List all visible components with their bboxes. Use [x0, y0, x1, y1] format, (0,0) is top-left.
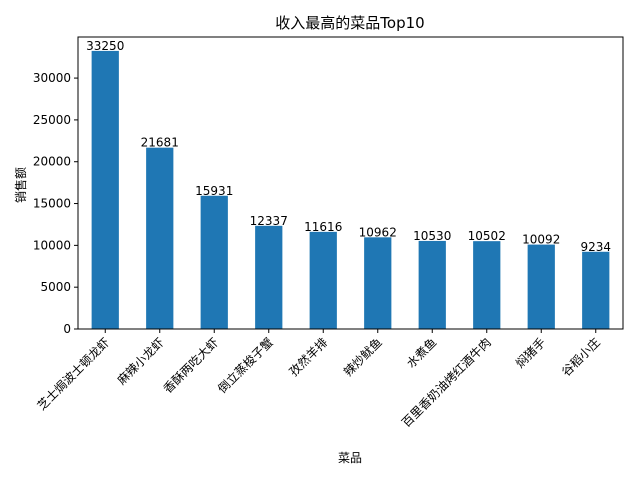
bar-3 [255, 225, 283, 329]
x-tick-label-4: 孜然羊排 [286, 335, 331, 380]
y-tick-label-4: 20000 [33, 155, 71, 169]
y-tick-label-6: 30000 [33, 71, 71, 85]
y-tick-label-0: 0 [63, 322, 71, 336]
y-axis-label: 销售额 [13, 167, 28, 203]
plot-frame [77, 36, 624, 330]
data-label-5: 10962 [359, 225, 397, 239]
bar-9 [582, 251, 610, 329]
data-label-9: 9234 [580, 240, 611, 254]
bar-7 [473, 241, 501, 329]
bar-0 [91, 50, 119, 329]
x-tick-label-9: 谷稻小庄 [558, 335, 603, 380]
data-label-2: 15931 [195, 184, 233, 198]
data-label-0: 33250 [86, 39, 124, 53]
x-tick-label-2: 香酥两吃大虾 [161, 335, 222, 396]
chart-title: 收入最高的菜品Top10 [275, 14, 424, 32]
data-label-8: 10092 [522, 233, 560, 247]
bar-4 [309, 231, 337, 329]
data-label-1: 21681 [141, 136, 179, 150]
data-label-7: 10502 [468, 229, 506, 243]
bar-2 [200, 195, 228, 329]
bar-8 [527, 244, 555, 329]
bar-6 [418, 240, 446, 329]
x-tick-label-7: 百里香奶油烤红酒牛肉 [398, 335, 493, 430]
data-label-3: 12337 [250, 214, 288, 228]
bar-5 [364, 237, 392, 329]
y-tick-label-5: 25000 [33, 113, 71, 127]
data-labels-group: 33250 21681 15931 12337 11616 10962 10530 10502… [86, 39, 611, 254]
bar-1 [146, 147, 174, 329]
x-axis-label: 菜品 [338, 451, 362, 465]
x-tick-label-3: 倒立蒸梭子蟹 [214, 335, 276, 397]
y-tick-label-3: 15000 [33, 197, 71, 211]
x-tick-label-8: 焖猪手 [512, 335, 548, 371]
x-tick-label-1: 麻辣小龙虾 [114, 335, 167, 388]
x-tick-label-5: 辣炒鱿鱼 [340, 335, 385, 380]
bars-group [91, 50, 610, 329]
data-label-4: 11616 [304, 220, 342, 234]
data-label-6: 10530 [413, 229, 451, 243]
x-tick-label-0: 芝士焗波士顿龙虾 [34, 335, 112, 413]
x-tick-label-6: 水煮鱼 [404, 335, 439, 370]
y-axis: 0 5000 10000 15000 20000 25000 30000 [33, 71, 78, 336]
y-tick-label-2: 10000 [33, 238, 71, 252]
y-tick-label-1: 5000 [40, 280, 71, 294]
